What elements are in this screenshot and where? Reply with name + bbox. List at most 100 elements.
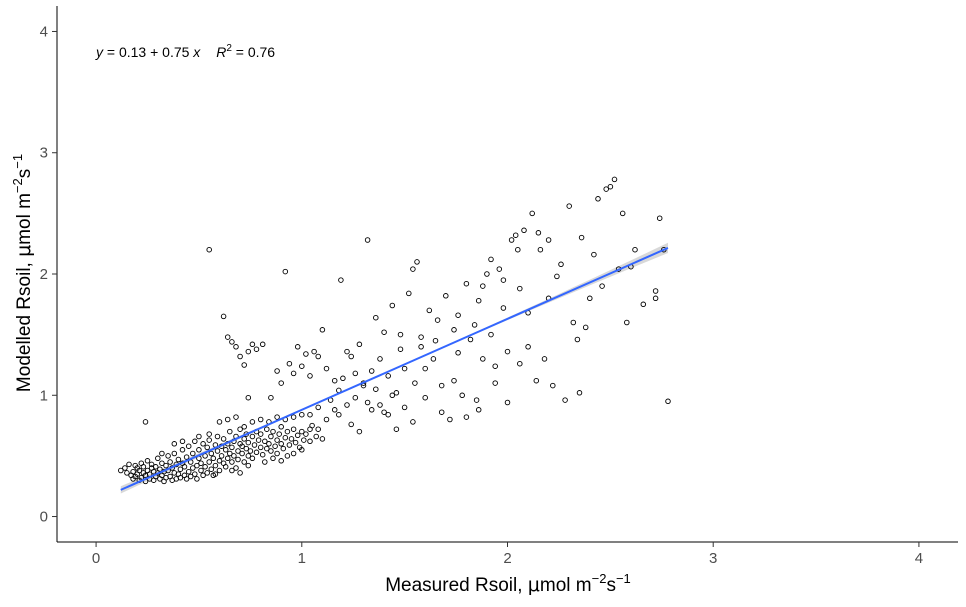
- data-point: [640, 301, 647, 308]
- data-point: [276, 431, 282, 437]
- data-point: [373, 314, 379, 321]
- data-point: [243, 445, 250, 452]
- data-point: [603, 186, 609, 192]
- data-point: [389, 392, 396, 399]
- data-point: [624, 319, 630, 326]
- data-point: [220, 313, 227, 320]
- data-point: [118, 467, 124, 474]
- data-point: [140, 464, 147, 470]
- data-point: [434, 317, 441, 323]
- data-point: [619, 210, 626, 217]
- data-point: [208, 466, 215, 472]
- data-point: [206, 246, 212, 253]
- data-point: [163, 462, 169, 469]
- data-point: [496, 266, 503, 272]
- data-point: [348, 353, 354, 360]
- data-point: [257, 444, 264, 451]
- data-point: [237, 426, 243, 432]
- data-point: [393, 426, 400, 432]
- data-point: [282, 268, 289, 275]
- data-point: [599, 283, 605, 289]
- data-point: [410, 266, 416, 272]
- y-axis-title: Modelled Rsoil, μmol m−2s−1: [10, 154, 35, 392]
- xlabel-exp-a: −2: [592, 571, 607, 586]
- data-point: [533, 377, 540, 384]
- data-point: [222, 464, 229, 470]
- data-point: [313, 433, 319, 440]
- data-point: [229, 339, 235, 345]
- data-point: [278, 458, 284, 464]
- data-point: [204, 470, 210, 476]
- x-tick-label: 3: [709, 550, 717, 567]
- data-point: [473, 397, 480, 403]
- data-point: [364, 237, 371, 243]
- data-point: [259, 451, 266, 458]
- fit-line: [120, 247, 669, 491]
- data-point: [438, 382, 445, 389]
- data-point: [554, 273, 560, 280]
- data-point: [185, 443, 192, 449]
- data-point: [229, 467, 235, 474]
- data-point: [245, 439, 252, 446]
- data-point: [165, 453, 171, 459]
- y-tick-label: 2: [40, 266, 48, 283]
- data-point: [241, 424, 247, 430]
- data-point: [299, 363, 305, 369]
- data-point: [656, 215, 663, 221]
- data-point: [438, 409, 445, 415]
- data-point: [227, 428, 233, 435]
- data-point: [377, 402, 383, 408]
- data-point: [187, 473, 194, 480]
- data-point: [251, 442, 258, 448]
- annot-x-var: x: [192, 44, 201, 60]
- data-point: [233, 344, 239, 350]
- data-point: [241, 436, 247, 442]
- data-point: [307, 438, 313, 445]
- data-point: [418, 344, 424, 350]
- data-point: [216, 467, 223, 474]
- data-point: [245, 348, 252, 355]
- data-point: [245, 394, 252, 401]
- data-point: [159, 450, 165, 457]
- data-point: [344, 402, 350, 408]
- data-point: [196, 433, 202, 440]
- data-point: [541, 356, 548, 362]
- data-point: [286, 360, 293, 367]
- data-point: [270, 428, 276, 435]
- data-point: [397, 346, 404, 352]
- data-point: [512, 232, 519, 238]
- ylabel-exp-b: −1: [10, 154, 25, 169]
- data-point: [200, 441, 206, 447]
- data-point: [401, 365, 408, 372]
- data-point: [521, 227, 527, 234]
- data-point: [414, 259, 420, 265]
- data-point: [249, 433, 256, 440]
- data-point: [455, 312, 461, 318]
- data-point: [257, 416, 264, 423]
- data-point: [389, 302, 396, 309]
- data-point: [206, 437, 212, 443]
- data-point: [652, 288, 659, 294]
- data-point: [410, 419, 416, 425]
- data-point: [224, 334, 231, 340]
- data-point: [529, 210, 535, 217]
- data-point: [463, 280, 470, 287]
- data-point: [352, 394, 359, 401]
- data-point: [177, 474, 184, 481]
- data-point: [475, 297, 482, 304]
- data-point: [192, 438, 198, 445]
- data-point: [224, 455, 231, 462]
- annot-y-var: y: [95, 44, 104, 60]
- data-point: [299, 411, 305, 418]
- data-point: [315, 426, 321, 432]
- data-point: [517, 285, 523, 292]
- data-point: [179, 438, 186, 445]
- data-point: [319, 327, 326, 333]
- data-point: [290, 450, 297, 457]
- data-point: [196, 447, 202, 453]
- x-axis-ticks: 0 1 2 3 4: [92, 542, 923, 567]
- data-point: [268, 394, 274, 401]
- data-point: [336, 411, 342, 418]
- data-point: [517, 360, 523, 367]
- data-point: [480, 356, 486, 362]
